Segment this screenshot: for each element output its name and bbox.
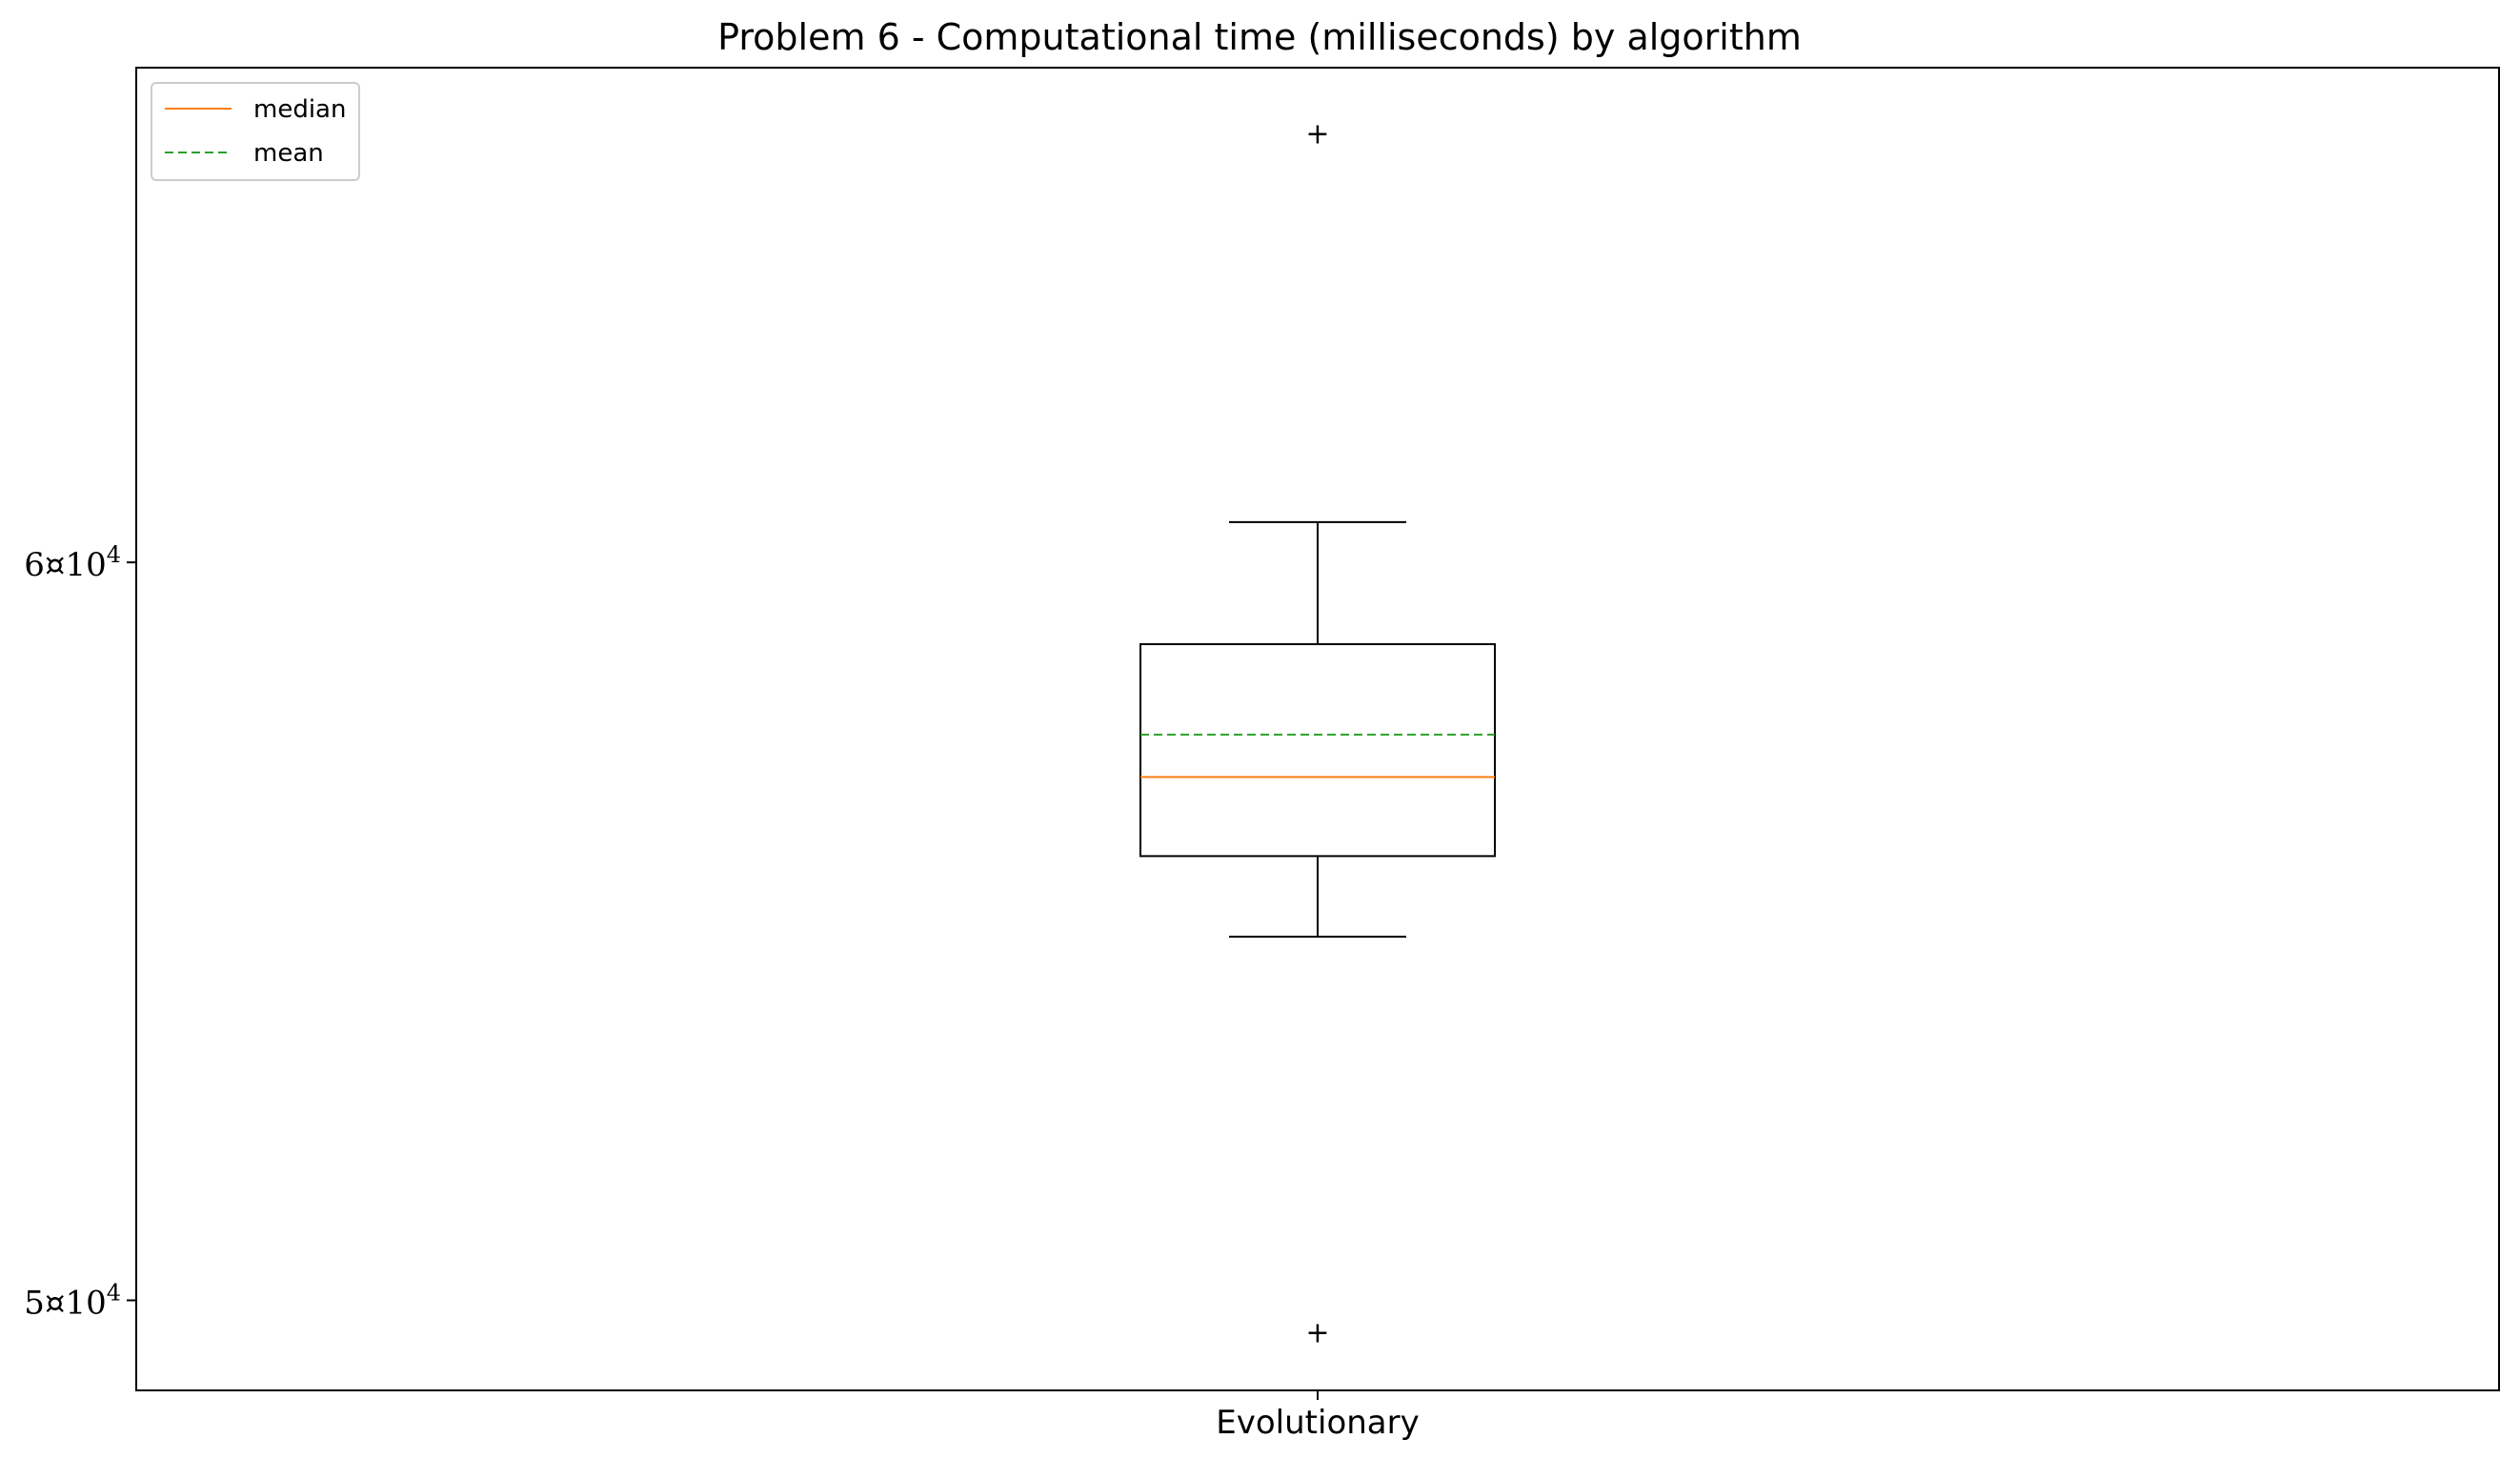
y-tick-label: 5¤104 xyxy=(24,1280,121,1323)
outlier-marker: + xyxy=(1305,117,1329,151)
outlier-marker: + xyxy=(1305,1317,1329,1350)
legend-label: median xyxy=(253,95,346,124)
chart-title: Problem 6 - Computational time (millisec… xyxy=(717,16,1802,58)
x-tick-label: Evolutionary xyxy=(1216,1404,1419,1442)
legend: median mean xyxy=(151,82,360,181)
y-tick-label: 6¤104 xyxy=(24,541,121,584)
chart-marks: ++ xyxy=(1139,117,1496,1350)
plot-area-frame xyxy=(135,67,2500,1391)
axes: Evolutionary 5¤104 6¤104 xyxy=(24,541,1420,1442)
iqr-box xyxy=(1139,642,1496,858)
box-group: ++ xyxy=(1139,117,1496,1350)
legend-frame xyxy=(151,82,360,181)
legend-label: mean xyxy=(253,139,324,168)
